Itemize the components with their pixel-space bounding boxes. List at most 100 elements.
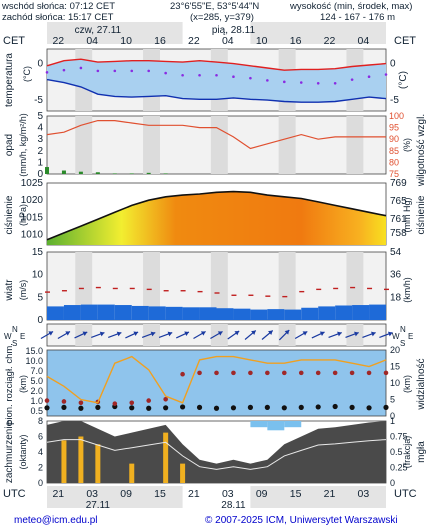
wind-panel-night-shade <box>278 252 296 320</box>
pressure-ylabel-right: ciśnienie <box>416 195 427 234</box>
precip-tick-label: 3 <box>37 134 43 145</box>
direction-panel-night-shade <box>75 324 93 346</box>
wind-ylabel: wiatr <box>4 279 15 302</box>
wind-gust-mark <box>316 288 322 291</box>
fog-fraction-bar <box>267 421 285 431</box>
wind-direction-arrow <box>345 331 359 338</box>
top-hour-tick-label: 04 <box>358 35 370 47</box>
cloud-base-dot <box>95 404 101 410</box>
wind-arrow-head <box>167 331 173 337</box>
cloud-base-dot <box>264 404 270 410</box>
utc-right-label: UTC <box>394 488 417 500</box>
humidity-unit: (%) <box>402 138 412 152</box>
wind-direction-arrow <box>311 331 325 339</box>
pressure-ylabel: ciśnienie <box>4 195 15 234</box>
compass-label: E <box>408 332 413 341</box>
pressure-tick-label: 1025 <box>21 178 44 189</box>
cloud-base-dot <box>230 405 237 411</box>
cloud-top-dot <box>61 399 67 404</box>
precip-bar <box>129 173 134 174</box>
humidity-tick-label: 90 <box>389 134 399 144</box>
precip-bar <box>61 170 66 174</box>
wind-direction-arrow <box>158 331 173 338</box>
wind-tick-label: 0 <box>37 315 43 326</box>
wind-direction-arrow <box>278 329 290 341</box>
wind-direction-arrow <box>362 331 376 338</box>
humidity-ylabel: wilgotność wzgl. <box>416 114 427 187</box>
temp-mid-point <box>45 71 49 74</box>
wind-direction-arrow <box>176 331 190 339</box>
precip-bar <box>78 171 83 174</box>
wind-direction-arrow <box>244 330 257 340</box>
visibility-tick-label: 20 <box>390 345 400 355</box>
temp-mid-point <box>147 69 150 73</box>
coords-text: 23°6'55"E, 53°5'44"N <box>170 1 260 12</box>
wind-arrow-head <box>337 331 342 337</box>
temp-tick-label: -5 <box>390 95 399 106</box>
pressure-mmhg-tick-label: 761 <box>390 214 407 225</box>
cloud-base-dot <box>366 405 372 411</box>
bottom-hour-tick-label: 15 <box>154 488 166 500</box>
wind-arrow-head <box>234 330 240 336</box>
visibility-tick-label: 10 <box>390 378 400 388</box>
temp-mid-point <box>198 73 201 77</box>
precip-tick-label: 0 <box>37 169 43 180</box>
wind-gust-mark <box>61 290 67 292</box>
direction-panel-night-shade <box>210 324 228 346</box>
temp-mid-point <box>249 76 252 80</box>
wind-speed-bar <box>97 304 115 320</box>
cover-tick-label: 6 <box>38 432 43 442</box>
wind-gust-mark <box>95 286 101 289</box>
precip-bar <box>45 167 49 174</box>
wind-speed-bar <box>63 305 81 320</box>
precip-panel-night-shade <box>75 116 93 174</box>
cloud-extent-ylabel: pion. rozciągł. chm. <box>4 343 15 425</box>
precip-bar <box>146 172 151 174</box>
cloud-base-dot <box>315 404 321 410</box>
fog-unit: (frakcja) <box>402 436 412 469</box>
wind-gust-mark <box>214 292 220 294</box>
cloud-base-dot <box>44 405 50 411</box>
top-hour-tick-label: 22 <box>324 35 336 47</box>
temp-min-line <box>46 78 387 103</box>
wind-panel-night-shade <box>143 252 160 320</box>
wind-arrow-head <box>200 331 206 336</box>
footer-copyright: © 2007-2025 ICM, Uniwersytet Warszawski <box>205 515 398 526</box>
compass-label: W <box>4 332 12 341</box>
wind-gust-mark <box>299 290 305 293</box>
wind-direction-arrow <box>261 330 274 340</box>
wind-arrow-head <box>387 331 393 337</box>
pressure-line <box>46 190 387 241</box>
precip-panel-night-shade <box>278 116 296 174</box>
compass-label: S <box>12 339 17 348</box>
cloud-top-dot <box>349 370 355 376</box>
wind-gust-mark <box>78 287 84 290</box>
temp-mid-point <box>350 78 354 81</box>
wind-gust-mark <box>146 288 152 291</box>
temp-mid-point <box>283 80 286 84</box>
top-hour-tick-label: 16 <box>154 35 166 47</box>
cloud-top-dot <box>180 371 185 377</box>
elevation-values: 124 - 167 - 176 m <box>320 12 395 23</box>
wind-gust-mark <box>129 287 135 290</box>
footer-email[interactable]: meteo@icm.edu.pl <box>14 515 98 526</box>
precip-unit-left: (mm/h, kg/m²/h) <box>18 113 28 177</box>
wind-gust-mark <box>384 288 389 291</box>
temp-mid-point <box>164 71 167 75</box>
wind-speed-bar <box>335 305 353 320</box>
fog-tick-label: 0 <box>390 478 395 488</box>
cloud-base-dot <box>78 405 84 411</box>
wind-kmh-tick-label: 36 <box>390 270 402 281</box>
wind-speed-bar <box>301 307 319 320</box>
temp-mid-point <box>384 73 388 76</box>
bottom-hour-tick-label: 09 <box>120 488 132 500</box>
cloud-base-dot <box>281 405 287 411</box>
wind-gust-mark <box>231 294 237 296</box>
compass-label: E <box>20 332 25 341</box>
cloud-extent-tick-label: 10.0 <box>25 356 43 366</box>
temp-tick-label: -5 <box>34 95 43 106</box>
fog-tick-label: 0.75 <box>390 432 408 442</box>
cloud-top-dot <box>197 370 202 376</box>
wind-speed-bar <box>369 304 386 320</box>
precip-bar <box>163 173 168 174</box>
